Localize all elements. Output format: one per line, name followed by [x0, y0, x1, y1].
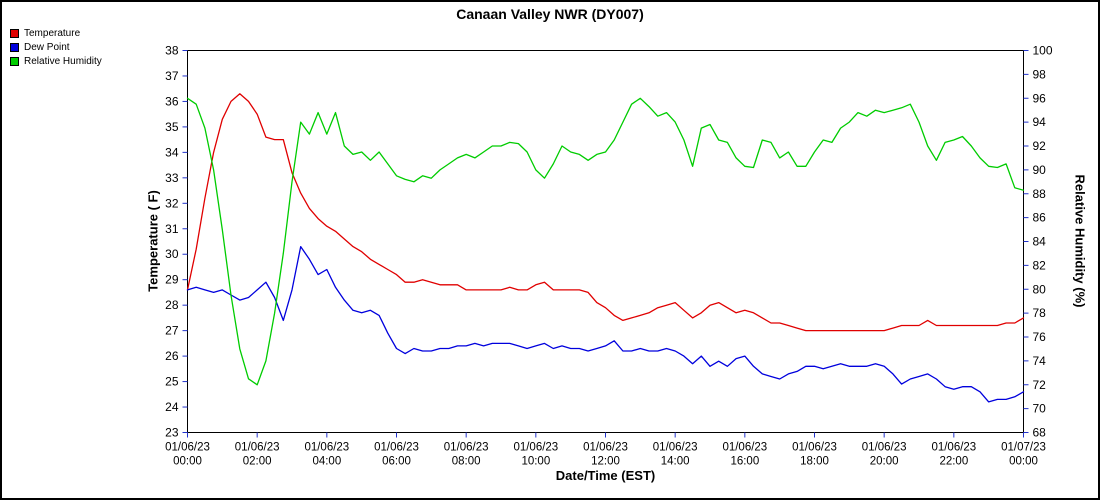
x-axis-title: Date/Time (EST) [555, 468, 656, 483]
y-left-tick-label: 28 [165, 298, 179, 312]
y-right-tick-label: 82 [1033, 258, 1047, 272]
y-left-tick-label: 37 [165, 69, 179, 83]
temperature-swatch-icon [10, 28, 19, 38]
y-right-tick-label: 86 [1033, 211, 1047, 225]
y-right-tick-label: 100 [1033, 44, 1053, 58]
y-left-tick-label: 24 [165, 400, 179, 414]
legend-item-dew-point: Dew Point [10, 40, 102, 54]
series-line-dew-point [186, 245, 1025, 403]
x-tick-label-date: 01/06/23 [444, 442, 489, 454]
x-tick-label-date: 01/06/23 [653, 442, 698, 454]
x-tick-label-time: 18:00 [800, 456, 829, 468]
x-tick-label-time: 08:00 [452, 456, 481, 468]
x-tick-label-time: 20:00 [870, 456, 899, 468]
x-tick-label-time: 02:00 [243, 456, 272, 468]
legend-item-relative-humidity: Relative Humidity [10, 54, 102, 68]
x-tick-label-date: 01/06/23 [583, 442, 628, 454]
relative-humidity-swatch-icon [10, 56, 19, 66]
y-right-tick-label: 72 [1033, 378, 1047, 392]
x-tick-label-date: 01/06/23 [931, 442, 976, 454]
x-tick-label-time: 00:00 [173, 456, 202, 468]
y-left-tick-label: 30 [165, 247, 179, 261]
y-right-tick-label: 88 [1033, 187, 1047, 201]
y-right-tick-label: 76 [1033, 330, 1047, 344]
x-tick-label-date: 01/06/23 [722, 442, 767, 454]
y-right-tick-label: 94 [1033, 115, 1047, 129]
y-right-tick-label: 70 [1033, 402, 1047, 416]
x-tick-label-time: 04:00 [312, 456, 341, 468]
y-right-tick-label: 98 [1033, 67, 1047, 81]
y-left-tick-label: 35 [165, 120, 179, 134]
x-tick-label-time: 10:00 [521, 456, 550, 468]
y-left-tick-label: 27 [165, 324, 179, 338]
y-left-tick-label: 31 [165, 222, 179, 236]
y-right-tick-label: 68 [1033, 426, 1047, 440]
x-tick-label-date: 01/06/23 [862, 442, 907, 454]
x-tick-label-date: 01/06/23 [235, 442, 280, 454]
y-right-tick-label: 92 [1033, 139, 1047, 153]
y-left-tick-label: 29 [165, 273, 179, 287]
y-left-tick-label: 32 [165, 196, 179, 210]
x-tick-label-time: 12:00 [591, 456, 620, 468]
x-tick-label-time: 14:00 [661, 456, 690, 468]
series-line-relative-humidity [186, 97, 1025, 386]
y-left-tick-label: 25 [165, 375, 179, 389]
x-tick-label-date: 01/06/23 [792, 442, 837, 454]
y-left-tick-label: 36 [165, 94, 179, 108]
y-left-tick-label: 33 [165, 171, 179, 185]
plot-border [187, 50, 1024, 433]
x-tick-label-time: 06:00 [382, 456, 411, 468]
legend: Temperature Dew Point Relative Humidity [10, 26, 102, 68]
legend-item-temperature: Temperature [10, 26, 102, 40]
y-left-tick-label: 34 [165, 145, 179, 159]
legend-label-dew-point: Dew Point [24, 41, 70, 53]
x-tick-label-time: 16:00 [730, 456, 759, 468]
y-right-tick-label: 96 [1033, 91, 1047, 105]
y-left-tick-label: 38 [165, 44, 179, 58]
x-tick-label-date: 01/06/23 [513, 442, 558, 454]
y-left-tick-label: 23 [165, 426, 179, 440]
dew-point-swatch-icon [10, 42, 19, 52]
x-tick-label-date: 01/06/23 [374, 442, 419, 454]
y-right-tick-label: 78 [1033, 306, 1047, 320]
y-left-tick-label: 26 [165, 349, 179, 363]
series-line-temperature [186, 93, 1025, 332]
x-tick-label-time: 22:00 [939, 456, 968, 468]
y-right-tick-label: 90 [1033, 163, 1047, 177]
chart-title: Canaan Valley NWR (DY007) [456, 6, 644, 22]
legend-label-relative-humidity: Relative Humidity [24, 55, 102, 67]
x-tick-label-date: 01/07/23 [1001, 442, 1046, 454]
legend-label-temperature: Temperature [24, 27, 81, 39]
y-right-tick-label: 84 [1033, 235, 1047, 249]
x-tick-label-date: 01/06/23 [304, 442, 349, 454]
x-tick-label-time: 00:00 [1009, 456, 1038, 468]
x-tick-label-date: 01/06/23 [165, 442, 210, 454]
y-right-tick-label: 74 [1033, 354, 1047, 368]
y-right-tick-label: 80 [1033, 282, 1047, 296]
